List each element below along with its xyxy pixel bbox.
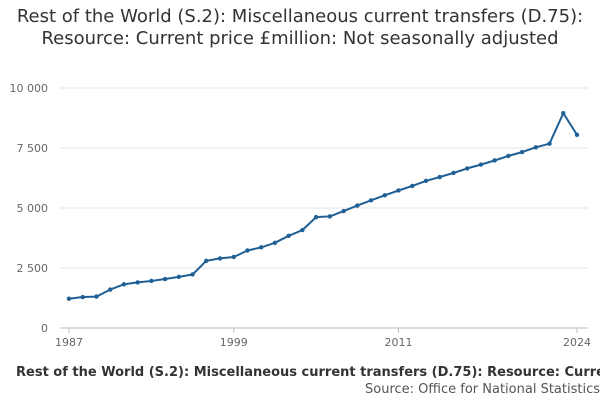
data-point[interactable] — [396, 188, 401, 193]
data-point[interactable] — [107, 287, 113, 292]
data-point[interactable] — [478, 162, 484, 167]
x-tick-label: 1987 — [55, 336, 83, 349]
data-point[interactable] — [300, 227, 305, 233]
data-point[interactable] — [423, 178, 429, 184]
data-point[interactable] — [80, 294, 85, 300]
data-point[interactable] — [341, 208, 346, 214]
chart-title: Rest of the World (S.2): Miscellaneous c… — [16, 6, 584, 49]
y-tick-label: 7 500 — [17, 142, 49, 155]
data-point[interactable] — [464, 166, 470, 171]
data-point[interactable] — [492, 158, 497, 163]
data-point[interactable] — [355, 203, 360, 208]
data-point[interactable] — [121, 282, 127, 287]
y-tick-label: 2 500 — [17, 262, 49, 275]
data-point[interactable] — [135, 280, 140, 285]
data-point[interactable] — [327, 214, 333, 219]
data-point[interactable] — [574, 132, 580, 137]
data-point[interactable] — [451, 170, 456, 176]
data-point[interactable] — [272, 240, 278, 245]
data-point[interactable] — [547, 141, 552, 146]
data-point[interactable] — [410, 183, 415, 189]
data-point[interactable] — [66, 296, 72, 301]
gridlines — [60, 87, 588, 329]
data-point[interactable] — [162, 276, 168, 282]
data-point[interactable] — [382, 193, 387, 198]
data-point[interactable] — [533, 145, 539, 150]
data-point[interactable] — [286, 233, 291, 239]
data-point[interactable] — [368, 198, 374, 203]
data-point[interactable] — [231, 254, 236, 260]
data-point[interactable] — [149, 278, 154, 284]
source-label: Source: Office for National Statistics — [365, 382, 600, 397]
x-tick-label: 2024 — [563, 336, 591, 349]
data-point[interactable] — [245, 248, 250, 253]
series-line — [68, 112, 578, 300]
data-point[interactable] — [204, 258, 209, 263]
line-chart: 0 2 500 5 000 7 500 10 000 1987 1999 2011 2024 — [10, 82, 592, 349]
footer-title: Rest of the World (S.2): Miscellaneous c… — [16, 365, 600, 380]
data-point[interactable] — [190, 272, 195, 277]
y-tick-label: 10 000 — [10, 82, 49, 95]
x-axis: 1987 1999 2011 2024 — [55, 328, 591, 349]
data-point[interactable] — [519, 149, 525, 155]
data-point[interactable] — [506, 153, 511, 159]
data-point[interactable] — [176, 274, 182, 280]
x-tick-label: 1999 — [220, 336, 248, 349]
data-point[interactable] — [94, 294, 99, 299]
y-tick-label: 5 000 — [17, 202, 49, 215]
y-axis: 0 2 500 5 000 7 500 10 000 — [10, 82, 49, 335]
data-point[interactable] — [217, 256, 223, 261]
x-tick-label: 2011 — [385, 336, 413, 349]
data-series — [66, 111, 580, 301]
data-point[interactable] — [437, 174, 442, 180]
y-tick-label: 0 — [41, 322, 48, 335]
data-point[interactable] — [561, 111, 566, 116]
data-point[interactable] — [313, 214, 319, 220]
data-point[interactable] — [259, 245, 264, 250]
